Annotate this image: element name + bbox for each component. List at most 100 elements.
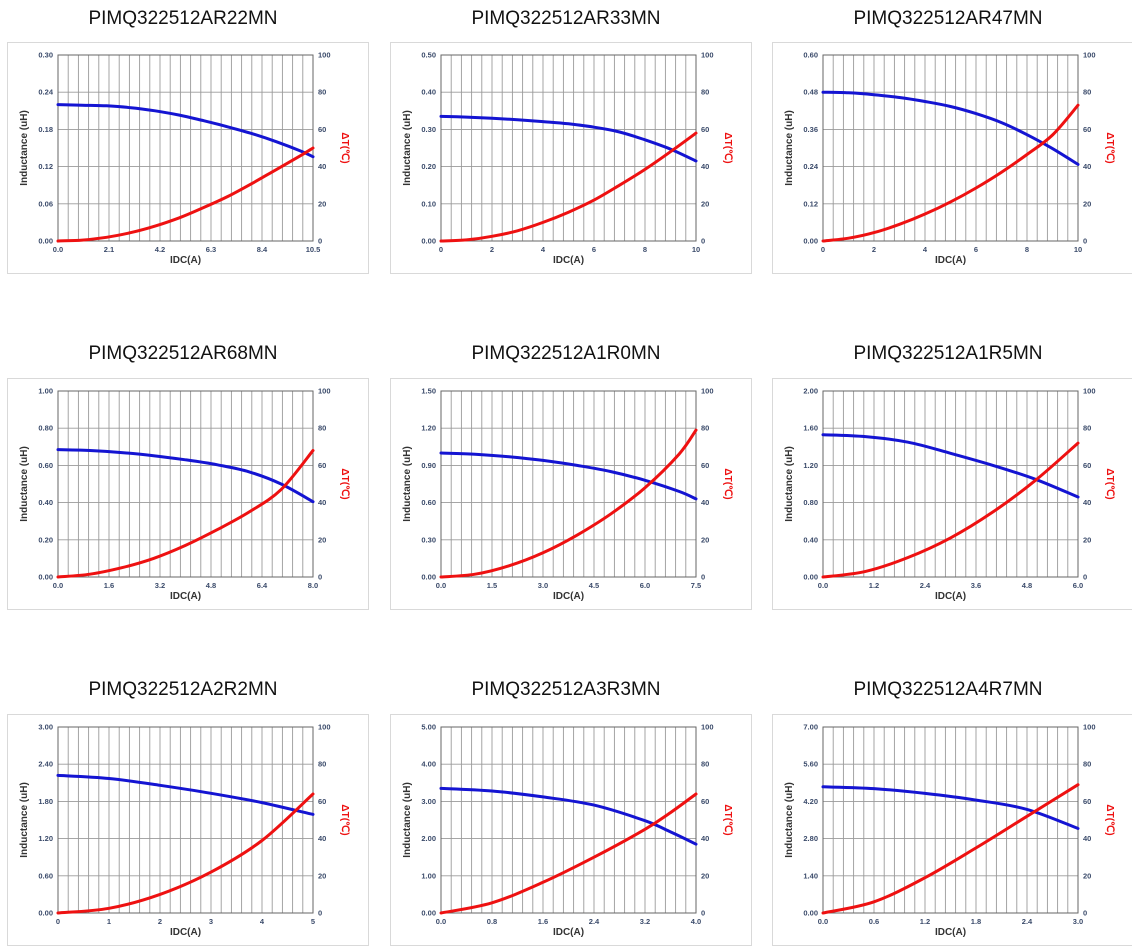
chart-panel: 0.0 1.5 3.0 4.5 6.0 7.5 0.00 0.30 0.60 0.90 1.20 1.… bbox=[390, 378, 752, 610]
y2-tick-label: 100 bbox=[701, 723, 714, 732]
y2-axis-title: ΔT(℃) bbox=[1104, 468, 1115, 499]
chart-svg: 0 1 2 3 4 5 0.00 0.60 1.20 1.80 2.40 3.00 0 20 40 60 80 1… bbox=[19, 723, 350, 939]
plot-frame bbox=[440, 54, 697, 242]
x-tick-label: 4.2 bbox=[155, 245, 165, 254]
y2-tick-label: 60 bbox=[1083, 125, 1091, 134]
y-tick-label: 5.60 bbox=[803, 760, 818, 769]
y2-tick-label: 100 bbox=[318, 387, 331, 396]
x-tick-label: 0.8 bbox=[487, 917, 497, 926]
y-tick-label: 0.50 bbox=[421, 51, 436, 60]
y2-tick-label: 20 bbox=[318, 535, 326, 544]
chart-svg: 0.0 2.1 4.2 6.3 8.4 10.5 0.00 0.06 0.12 0.18 0.24 0… bbox=[19, 51, 350, 267]
inductance-line bbox=[439, 451, 698, 501]
y2-tick-label: 0 bbox=[1083, 573, 1087, 582]
y-axis-title: Inductance (uH) bbox=[402, 110, 413, 186]
y-tick-label: 0.30 bbox=[421, 535, 436, 544]
temperature-rise-line bbox=[821, 441, 1080, 579]
inductance-line bbox=[821, 433, 1080, 499]
inductance-line bbox=[56, 773, 315, 816]
x-tick-label: 3 bbox=[209, 917, 213, 926]
x-tick-label: 8.4 bbox=[257, 245, 268, 254]
y2-tick-label: 20 bbox=[1083, 871, 1091, 880]
y2-tick-label: 100 bbox=[701, 51, 714, 60]
y2-axis-title: ΔT(℃) bbox=[339, 468, 350, 499]
y2-axis-title: ΔT(℃) bbox=[722, 132, 733, 163]
y-tick-label: 4.00 bbox=[421, 760, 436, 769]
chart-svg: 0.0 1.5 3.0 4.5 6.0 7.5 0.00 0.30 0.60 0.90 1.20 1.… bbox=[402, 387, 733, 603]
y-tick-label: 5.00 bbox=[421, 723, 436, 732]
y-tick-label: 7.00 bbox=[803, 723, 818, 732]
y-tick-label: 0.00 bbox=[803, 237, 818, 246]
y-tick-label: 0.60 bbox=[38, 461, 53, 470]
x-tick-label: 6 bbox=[974, 245, 978, 254]
plot-frame bbox=[822, 54, 1079, 242]
y2-tick-label: 100 bbox=[1083, 723, 1096, 732]
y-tick-label: 0.30 bbox=[421, 125, 436, 134]
y-tick-label: 0.00 bbox=[803, 909, 818, 918]
temperature-rise-line bbox=[439, 428, 698, 579]
y-tick-label: 3.00 bbox=[421, 797, 436, 806]
y-tick-label: 1.20 bbox=[803, 461, 818, 470]
y-tick-label: 0.40 bbox=[421, 88, 436, 97]
y-tick-label: 2.80 bbox=[803, 834, 818, 843]
y-tick-label: 0.30 bbox=[38, 51, 53, 60]
y2-tick-label: 0 bbox=[701, 909, 705, 918]
x-tick-label: 4.0 bbox=[691, 917, 701, 926]
y2-tick-label: 100 bbox=[1083, 387, 1096, 396]
y2-tick-label: 80 bbox=[318, 424, 326, 433]
y-tick-label: 1.50 bbox=[421, 387, 436, 396]
x-tick-label: 0 bbox=[821, 245, 825, 254]
chart-title: PIMQ322512A1R5MN bbox=[853, 343, 1043, 364]
y-tick-label: 2.00 bbox=[803, 387, 818, 396]
y2-tick-label: 60 bbox=[1083, 461, 1091, 470]
y2-tick-label: 80 bbox=[318, 760, 326, 769]
x-tick-label: 3.2 bbox=[640, 917, 650, 926]
x-tick-label: 0 bbox=[56, 917, 60, 926]
y2-tick-label: 40 bbox=[1083, 162, 1091, 171]
y2-tick-label: 60 bbox=[1083, 797, 1091, 806]
y-tick-label: 0.40 bbox=[38, 498, 53, 507]
y-tick-label: 0.12 bbox=[38, 162, 53, 171]
y2-tick-label: 20 bbox=[701, 535, 709, 544]
x-tick-label: 0.0 bbox=[436, 581, 446, 590]
y2-tick-label: 100 bbox=[318, 51, 331, 60]
y-tick-label: 0.80 bbox=[803, 498, 818, 507]
y2-tick-label: 60 bbox=[701, 797, 709, 806]
y2-tick-label: 80 bbox=[701, 88, 709, 97]
y-tick-label: 0.60 bbox=[803, 51, 818, 60]
chart-panel: 0.0 1.2 2.4 3.6 4.8 6.0 0.00 0.40 0.80 1.20 1.60 2.… bbox=[772, 378, 1132, 610]
chart-panel: 0.0 1.6 3.2 4.8 6.4 8.0 0.00 0.20 0.40 0.60 0.80 1.… bbox=[7, 378, 369, 610]
y2-tick-label: 60 bbox=[318, 797, 326, 806]
y2-tick-label: 40 bbox=[701, 498, 709, 507]
x-tick-label: 0.0 bbox=[53, 245, 63, 254]
y-tick-label: 0.00 bbox=[38, 909, 53, 918]
x-tick-label: 0.6 bbox=[869, 917, 879, 926]
y-tick-label: 0.40 bbox=[803, 535, 818, 544]
y2-tick-label: 20 bbox=[701, 199, 709, 208]
chart-title: PIMQ322512AR22MN bbox=[88, 8, 278, 29]
chart-panel: 0 2 4 6 8 10 0.00 0.10 0.20 0.30 0.40 0.50 0 20 40 60 80… bbox=[390, 42, 752, 274]
chart-svg: 0.0 1.6 3.2 4.8 6.4 8.0 0.00 0.20 0.40 0.60 0.80 1.… bbox=[19, 387, 350, 603]
chart-title: PIMQ322512A1R0MN bbox=[471, 343, 661, 364]
temperature-rise-line bbox=[821, 103, 1080, 243]
y2-tick-label: 0 bbox=[1083, 237, 1087, 246]
x-axis-title: IDC(A) bbox=[170, 255, 201, 266]
y2-tick-label: 0 bbox=[318, 237, 322, 246]
plot-frame bbox=[822, 390, 1079, 578]
y-axis-title: Inductance (uH) bbox=[402, 782, 413, 858]
chart-svg: 0.0 0.6 1.2 1.8 2.4 3.0 0.00 1.40 2.80 4.20 5.60 7.… bbox=[784, 723, 1115, 939]
x-tick-label: 1.6 bbox=[538, 917, 548, 926]
y2-tick-label: 60 bbox=[701, 125, 709, 134]
y2-tick-label: 0 bbox=[701, 573, 705, 582]
chart-svg: 0 2 4 6 8 10 0.00 0.12 0.24 0.36 0.48 0.60 0 20 40 60 80… bbox=[784, 51, 1115, 267]
temperature-rise-line bbox=[439, 792, 698, 915]
y-tick-label: 0.90 bbox=[421, 461, 436, 470]
x-axis-title: IDC(A) bbox=[935, 591, 966, 602]
y-axis-title: Inductance (uH) bbox=[19, 110, 30, 186]
x-tick-label: 0.0 bbox=[53, 581, 63, 590]
chart-title: PIMQ322512A3R3MN bbox=[471, 679, 661, 700]
temperature-rise-line bbox=[56, 146, 315, 243]
y-tick-label: 0.10 bbox=[421, 199, 436, 208]
chart-panel: 0.0 2.1 4.2 6.3 8.4 10.5 0.00 0.06 0.12 0.18 0.24 0… bbox=[7, 42, 369, 274]
y2-tick-label: 60 bbox=[318, 125, 326, 134]
